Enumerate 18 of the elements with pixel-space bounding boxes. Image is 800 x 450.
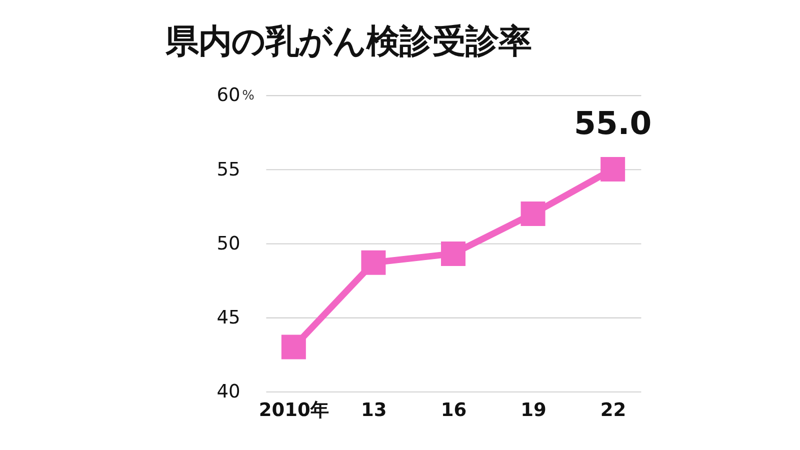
point xyxy=(520,201,546,226)
y-tick-label: 60 xyxy=(216,85,240,106)
y-tick-label: 45 xyxy=(216,307,240,328)
y-tick-label: 40 xyxy=(216,382,240,402)
x-tick-label: 13 xyxy=(361,400,387,422)
x-tick-label: 22 xyxy=(600,400,626,422)
y-tick-label: 50 xyxy=(216,233,240,254)
x-tick-label: 2010年 xyxy=(258,400,330,422)
point xyxy=(440,241,466,266)
point xyxy=(361,250,386,275)
x-tick-label: 16 xyxy=(440,400,467,422)
point xyxy=(281,334,306,360)
y-axis-title: % xyxy=(242,88,254,104)
annotation: 55.0 xyxy=(574,106,652,142)
point xyxy=(600,157,626,182)
y-tick-label: 55 xyxy=(216,159,240,180)
x-tick-label: 19 xyxy=(520,400,546,422)
chart-title: 県内の乳がん検診受診率 xyxy=(164,22,532,61)
